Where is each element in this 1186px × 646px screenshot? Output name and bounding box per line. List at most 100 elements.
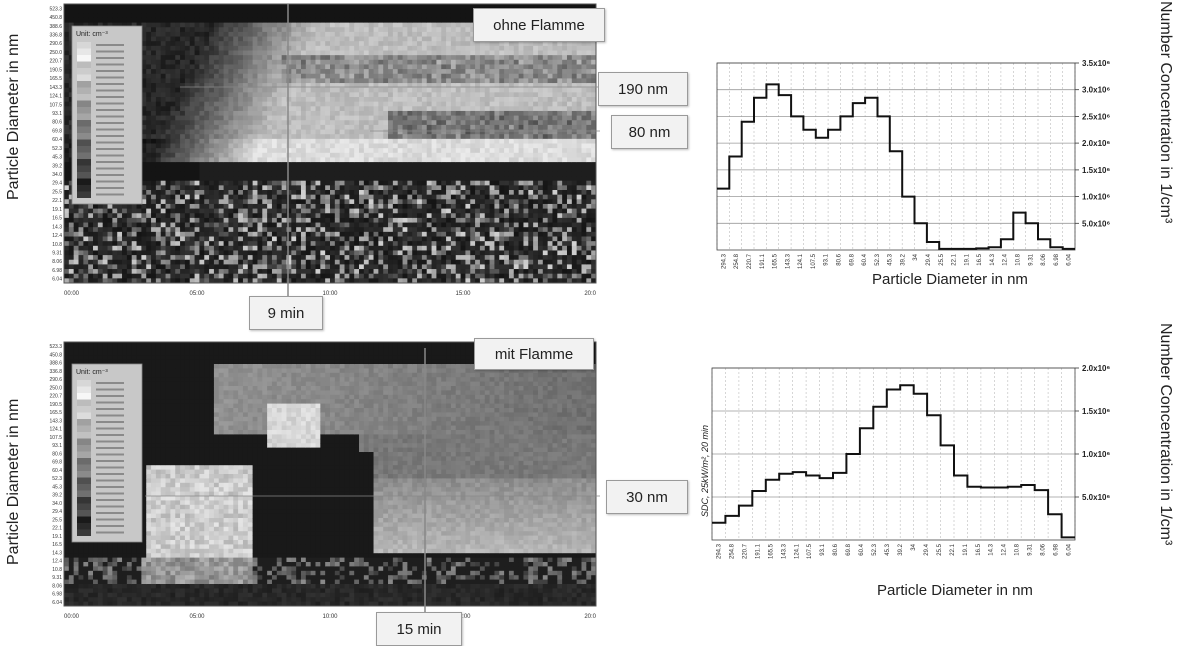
size-tick-label: 14.3: [52, 224, 62, 230]
size-tick-label: 10.8: [52, 567, 62, 573]
heatmap-cells: [64, 342, 597, 607]
size-tick-label: 16.5: [52, 216, 62, 222]
bottom-chart-x-tick-label: 45.3: [885, 543, 891, 555]
size-tick-label: 290.6: [49, 41, 62, 47]
size-tick-label: 6.98: [52, 268, 62, 274]
top-chart-x-tick-label: 93.1: [824, 253, 830, 265]
bottom-chart-x-tick-label: 34: [911, 543, 917, 550]
size-tick-label: 93.1: [52, 111, 62, 117]
size-tick-label: 60.4: [52, 137, 62, 143]
size-tick-label: 190.5: [49, 402, 62, 408]
top-chart-x-tick-label: 80.6: [837, 253, 843, 265]
time-tick-label: 20:0: [584, 614, 596, 620]
bottom-chart-x-tick-label: 6.98: [1054, 543, 1060, 555]
bottom-chart-series-line: [712, 384, 1075, 539]
top-chart-x-tick-label: 19.1: [964, 253, 970, 265]
bottom-chart-x-tick-label: 16.5: [976, 543, 982, 555]
size-tick-label: 107.5: [49, 102, 62, 108]
annotation-30nm: 30 nm: [606, 480, 688, 514]
size-tick-label: 80.6: [52, 451, 62, 457]
bottom-condition-label: mit Flamme: [474, 338, 594, 370]
time-tick-label: 10:00: [322, 614, 338, 620]
size-tick-label: 16.5: [52, 542, 62, 548]
top-chart-x-tick-label: 14.3: [990, 253, 996, 265]
top-chart-x-tick-label: 45.3: [888, 253, 894, 265]
size-tick-label: 45.3: [52, 155, 62, 161]
size-tick-label: 220.7: [49, 59, 62, 65]
bottom-chart-frame: [711, 367, 1076, 541]
size-tick-label: 10.8: [52, 242, 62, 248]
top-chart-x-tick-label: 10.8: [1016, 253, 1022, 265]
top-chart-x-tick-label: 25.5: [939, 253, 945, 265]
size-tick-label: 12.4: [52, 559, 62, 565]
bottom-chart-x-tick-label: 22.1: [950, 543, 956, 555]
size-tick-label: 6.04: [52, 600, 62, 606]
legend-unit: Unit: cm⁻³: [76, 369, 108, 376]
size-tick-label: 143.3: [49, 418, 62, 424]
size-tick-label: 336.8: [49, 369, 62, 375]
top-chart-frame: [716, 62, 1076, 251]
size-tick-label: 34.0: [52, 172, 62, 178]
size-tick-label: 336.8: [49, 33, 62, 39]
size-tick-label: 39.2: [52, 163, 62, 169]
size-tick-label: 388.6: [49, 24, 62, 30]
size-tick-label: 450.8: [49, 15, 62, 21]
size-tick-label: 52.3: [52, 476, 62, 482]
bottom-chart-x-tick-label: 143.3: [781, 543, 787, 559]
size-tick-label: 52.3: [52, 146, 62, 152]
bottom-chart-x-tick-label: 294.3: [717, 543, 723, 559]
size-tick-label: 9.31: [52, 575, 62, 581]
top-chart-x-tick-label: 191.1: [760, 253, 766, 269]
size-tick-label: 19.1: [52, 207, 62, 213]
bottom-chart-grid: [711, 367, 1079, 540]
size-tick-label: 25.5: [52, 190, 62, 196]
top-chart-xlabel: Particle Diameter in nm: [872, 271, 1028, 288]
top-marker-lines: [180, 4, 600, 297]
top-chart-x-tick-label: 294.3: [721, 253, 727, 269]
time-tick-label: 15:00: [455, 291, 471, 297]
top-chart-series-line: [717, 83, 1075, 250]
top-chart-x-tick-label: 9.31: [1028, 253, 1034, 265]
size-tick-label: 250.0: [49, 50, 62, 56]
size-tick-label: 6.98: [52, 592, 62, 598]
bottom-chart-x-tick-label: 19.1: [963, 543, 969, 555]
size-tick-label: 14.3: [52, 550, 62, 556]
size-tick-label: 124.1: [49, 427, 62, 433]
size-tick-label: 220.7: [49, 394, 62, 400]
annotation-80nm: 80 nm: [611, 115, 688, 149]
bottom-chart-x-tick-label: 29.4: [924, 543, 930, 555]
top-size-distribution-chart: 5.0x10⁶ 1.0x10⁶ 1.5x10⁶ 2.0x10⁶ 2.5x10⁶ 3.0x1…: [716, 59, 1110, 269]
bottom-chart-xlabel: Particle Diameter in nm: [877, 582, 1033, 599]
top-chart-x-tick-label: 254.8: [734, 253, 740, 269]
size-tick-label: 93.1: [52, 443, 62, 449]
size-tick-label: 45.3: [52, 484, 62, 490]
top-chart-x-tick-label: 8.06: [1041, 253, 1047, 265]
size-tick-label: 523.3: [49, 6, 62, 12]
time-tick-label: 00:00: [64, 614, 80, 620]
bottom-size-distribution-chart: 5.0x10⁶ 1.0x10⁶ 1.5x10⁶ 2.0x10⁶ 294.3 254.8 22…: [711, 364, 1110, 559]
size-tick-label: 22.1: [52, 526, 62, 532]
time-tick-label: 05:00: [189, 614, 205, 620]
bottom-chart-x-tick-label: 107.5: [807, 543, 813, 559]
top-chart-x-tick-label: 143.3: [785, 253, 791, 269]
size-tick-label: 6.04: [52, 277, 62, 283]
top-chart-y-tick-label: 2.0x10⁶: [1082, 139, 1110, 148]
bottom-chart-x-tick-label: 6.04: [1067, 543, 1073, 555]
top-chart-y-tick-label: 1.0x10⁶: [1082, 193, 1110, 202]
size-tick-label: 29.4: [52, 509, 62, 515]
bottom-heatmap-ylabel: Particle Diameter in nm: [5, 398, 22, 565]
size-tick-label: 39.2: [52, 493, 62, 499]
size-tick-label: 190.5: [49, 67, 62, 73]
top-chart-y-tick-label: 2.5x10⁶: [1082, 112, 1110, 121]
top-chart-y-tick-label: 3.5x10⁶: [1082, 59, 1110, 68]
bottom-chart-y-tick-label: 5.0x10⁶: [1082, 493, 1110, 502]
top-chart-x-tick-label: 22.1: [952, 253, 958, 265]
top-chart-x-tick-label: 60.4: [862, 253, 868, 265]
size-tick-label: 34.0: [52, 501, 62, 507]
bottom-chart-x-tick-label: 165.5: [768, 543, 774, 559]
size-tick-label: 69.8: [52, 460, 62, 466]
top-marker-time: 9 min: [249, 296, 323, 330]
size-tick-label: 8.06: [52, 583, 62, 589]
bottom-chart-x-tick-label: 69.8: [846, 543, 852, 555]
bottom-chart-x-tick-label: 10.8: [1015, 543, 1021, 555]
